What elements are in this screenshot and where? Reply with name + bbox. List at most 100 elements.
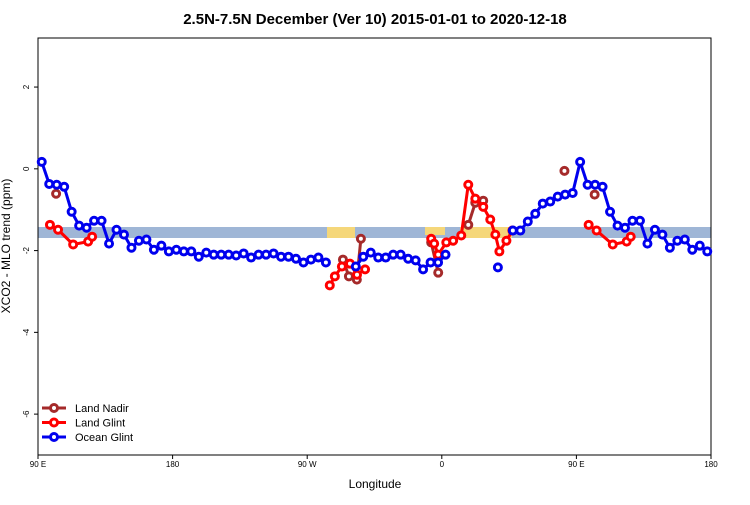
chart-title: 2.5N-7.5N December (Ver 10) 2015-01-01 t…: [183, 11, 567, 28]
data-point: [51, 179, 62, 190]
data-point: [89, 215, 100, 226]
data-point: [36, 156, 47, 167]
data-point: [141, 234, 152, 245]
data-point: [44, 178, 55, 189]
data-point: [418, 264, 429, 275]
data-point: [276, 251, 287, 262]
data-point: [329, 271, 340, 282]
data-point: [74, 220, 85, 231]
data-point: [507, 225, 518, 236]
data-point: [111, 224, 122, 235]
data-point: [522, 216, 533, 227]
data-point: [649, 224, 660, 235]
legend-label: Land Nadir: [75, 403, 129, 415]
data-point: [171, 244, 182, 255]
data-point: [620, 222, 631, 233]
data-point: [694, 240, 705, 251]
data-point: [388, 249, 399, 260]
data-point: [53, 224, 64, 235]
data-point: [485, 214, 496, 225]
data-point: [664, 242, 675, 253]
y-tick-label: -6: [22, 410, 31, 418]
data-point: [343, 271, 354, 282]
data-point: [261, 249, 272, 260]
data-point: [672, 235, 683, 246]
legend-marker: [49, 417, 59, 428]
data-point: [679, 234, 690, 245]
data-point: [429, 238, 440, 249]
data-point: [290, 253, 301, 264]
data-point: [253, 249, 264, 260]
data-point: [567, 187, 578, 198]
data-point: [44, 219, 55, 230]
data-point: [126, 242, 137, 253]
x-tick-label: 90 E: [568, 460, 584, 469]
data-point: [268, 248, 279, 259]
data-point: [657, 229, 668, 240]
data-point: [545, 196, 556, 207]
data-point: [96, 215, 107, 226]
data-point: [425, 257, 436, 268]
data-point: [583, 219, 594, 230]
data-point: [133, 235, 144, 246]
legend-marker: [49, 432, 59, 442]
data-point: [66, 206, 77, 217]
x-tick-label: 90 E: [30, 460, 46, 469]
data-point: [313, 252, 324, 263]
data-point: [494, 246, 505, 257]
y-tick-label: 0: [22, 166, 31, 171]
data-point: [582, 179, 593, 190]
legend: Land Nadir Land Glint Ocean Glint: [42, 403, 133, 444]
y-tick-label: -4: [22, 328, 31, 336]
data-point: [373, 252, 384, 263]
x-tick-label: 0: [440, 460, 445, 469]
data-point: [305, 254, 316, 265]
data-point: [440, 249, 451, 260]
band-highlight: [425, 227, 445, 235]
data-point: [87, 231, 98, 242]
y-tick-label: 2: [22, 84, 31, 89]
data-point: [597, 181, 608, 192]
data-point: [642, 238, 653, 249]
legend-label: Land Glint: [75, 418, 125, 430]
data-point: [118, 229, 129, 240]
data-point: [410, 255, 421, 266]
data-point: [350, 261, 361, 272]
data-point: [515, 225, 526, 236]
data-point: [607, 239, 618, 250]
data-point: [163, 246, 174, 257]
x-tick-label: 180: [166, 460, 180, 469]
data-point: [501, 235, 512, 246]
plot-frame: [37, 37, 712, 456]
data-point: [634, 215, 645, 226]
data-point: [358, 251, 369, 262]
data-point: [380, 252, 391, 263]
data-point: [433, 257, 444, 268]
data-point: [156, 240, 167, 251]
data-point: [365, 247, 376, 258]
data-point: [575, 156, 586, 167]
data-point: [238, 248, 249, 259]
data-point: [590, 179, 601, 190]
x-axis-label: Longitude: [349, 477, 402, 491]
data-point: [456, 230, 467, 241]
data-point: [463, 179, 474, 190]
data-point: [186, 246, 197, 257]
data-point: [193, 251, 204, 262]
legend-label: Ocean Glint: [75, 432, 133, 444]
data-point: [59, 181, 70, 192]
data-point: [530, 208, 541, 219]
data-point: [552, 191, 563, 202]
data-point: [51, 188, 62, 199]
data-point: [223, 249, 234, 260]
data-point: [589, 189, 600, 200]
data-point: [403, 253, 414, 264]
data-point: [201, 247, 212, 258]
band-highlight: [327, 227, 355, 238]
legend-marker: [49, 403, 59, 413]
data-point: [702, 246, 713, 257]
data-point: [68, 239, 79, 250]
data-point: [559, 165, 570, 176]
data-point: [478, 201, 489, 212]
